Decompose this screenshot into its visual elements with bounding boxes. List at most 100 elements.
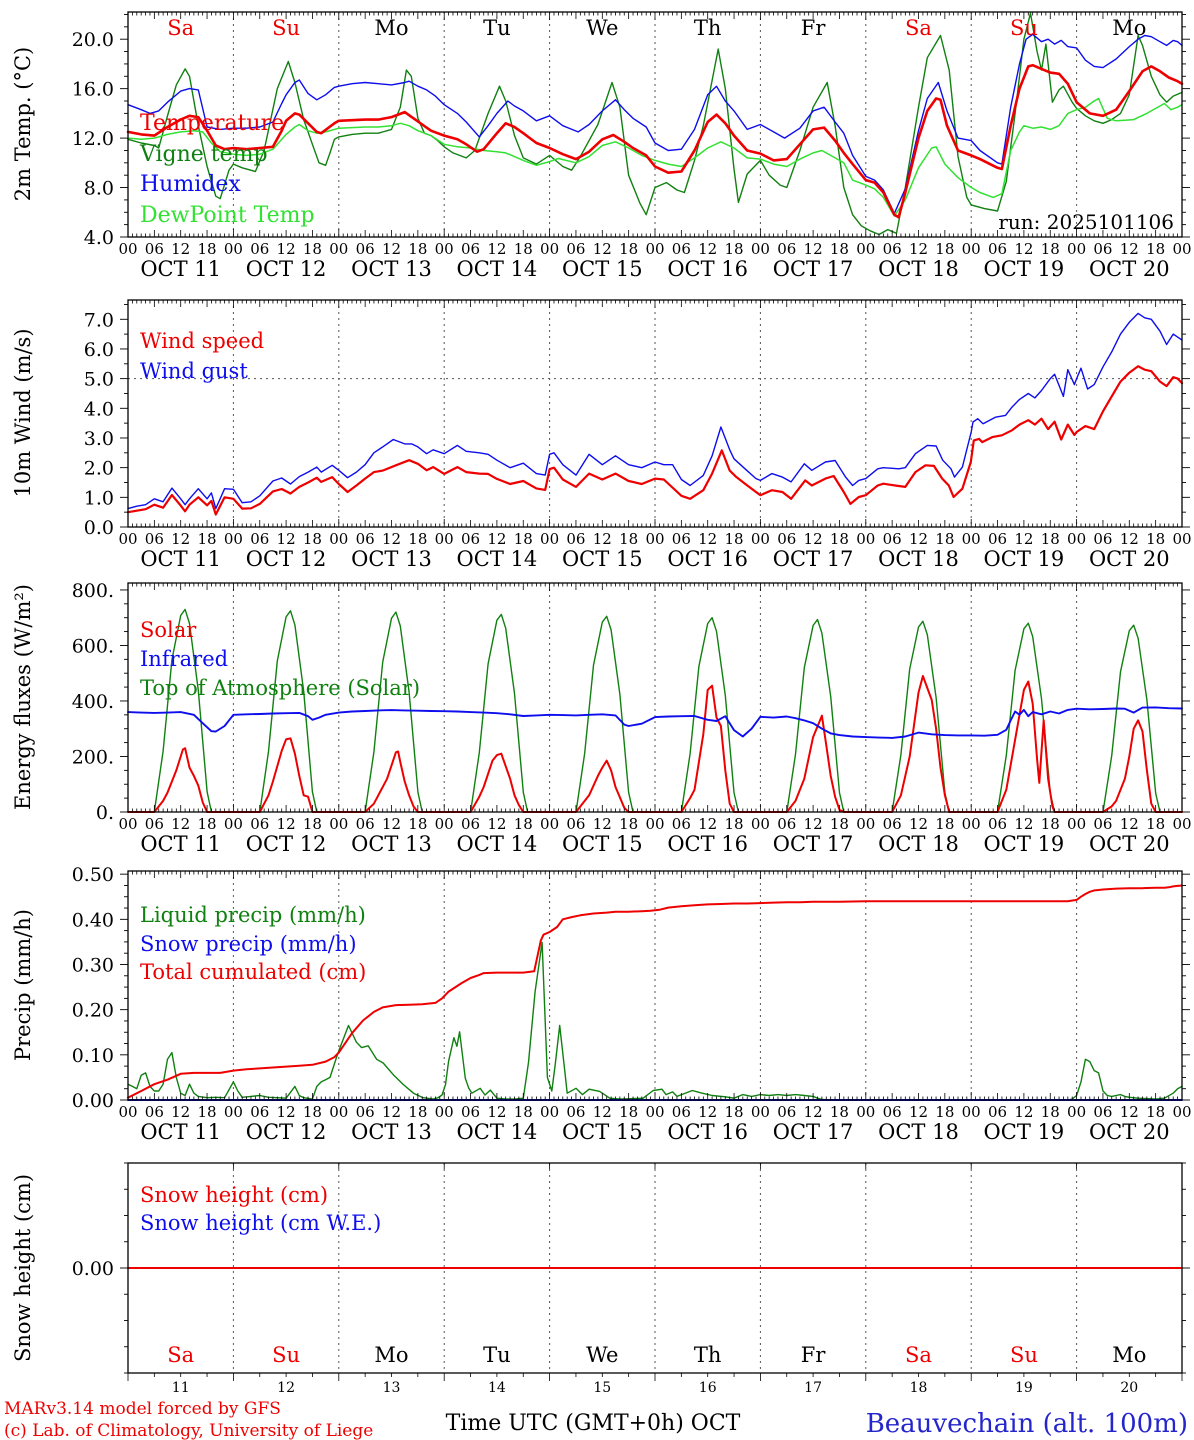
x-tick-label: 12 [593,1103,612,1121]
x-tick-label: 06 [1093,240,1112,258]
x-tick-label: 12 [487,530,506,548]
x-tick-label: 18 [935,530,954,548]
x-tick-label: 12 [277,530,296,548]
y-axis-title-temperature: 2m Temp. (°C) [11,47,35,201]
x-tick-label: 12 [804,530,823,548]
legend-humidex: Humidex [140,172,241,197]
x-tick-label: 00 [329,815,348,833]
x-tick-label: 06 [461,240,480,258]
x-tick-label: 06 [461,815,480,833]
x-tick-label: 12 [171,530,190,548]
x-tick-label: 06 [566,240,585,258]
y-axis-title-snow: Snow height (cm) [11,1174,35,1362]
date-label: OCT 13 [351,547,432,571]
x-tick-label: 06 [672,530,691,548]
x-tick-label: 12 [909,815,928,833]
series-temperature [126,63,1184,219]
x-tick-label: 18 [830,815,849,833]
x-tick-label: 00 [329,240,348,258]
x-tick-label: 12 [698,240,717,258]
day-number-label: 12 [277,1380,295,1396]
x-tick-label: 00 [645,1103,664,1121]
x-tick-label: 18 [725,1103,744,1121]
x-tick-label: 12 [277,1103,296,1121]
series-humidex [127,33,1183,215]
series-total-cumulated [127,884,1183,1099]
day-number-label: 20 [1120,1380,1138,1396]
y-tick-label: 12.0 [72,128,114,150]
legend-snow-height-we: Snow height (cm W.E.) [140,1211,381,1235]
day-number-label: 13 [383,1380,401,1396]
x-tick-label: 12 [1014,815,1033,833]
x-tick-label: 06 [883,815,902,833]
day-name-label: Tu [483,16,511,40]
x-tick-label: 18 [935,240,954,258]
x-tick-label: 00 [645,240,664,258]
y-tick-label: 0.00 [72,1258,114,1280]
legend-wind-speed: Wind speed [140,329,264,353]
legend-snow-height: Snow height (cm) [140,1183,328,1207]
date-label: OCT 12 [246,547,327,571]
series-dewpoint-temp [127,97,1183,217]
x-tick-label: 00 [751,815,770,833]
x-tick-label: 00 [645,815,664,833]
x-tick-label: 00 [1172,815,1191,833]
day-number-label: 19 [1015,1380,1033,1396]
x-tick-label: 00 [962,815,981,833]
legend-snow-precip: Snow precip (mm/h) [140,932,357,956]
date-label: OCT 14 [457,257,538,281]
y-tick-label: 800. [72,580,114,602]
x-tick-label: 06 [1093,1103,1112,1121]
date-label: OCT 12 [246,257,327,281]
x-tick-label: 06 [988,240,1007,258]
date-label: OCT 11 [140,547,221,571]
x-tick-label: 00 [435,1103,454,1121]
y-tick-label: 8.0 [84,178,114,200]
date-label: OCT 15 [562,547,643,571]
x-tick-label: 00 [856,1103,875,1121]
x-tick-label: 18 [619,530,638,548]
x-tick-label: 18 [1146,240,1165,258]
x-tick-label: 06 [988,530,1007,548]
day-name-label: Fr [801,1343,827,1367]
x-tick-label: 06 [988,815,1007,833]
x-tick-label: 18 [619,1103,638,1121]
x-tick-label: 00 [540,1103,559,1121]
day-name-label: Sa [905,16,932,40]
x-tick-label: 00 [1067,815,1086,833]
date-label: OCT 12 [246,1120,327,1144]
day-name-label: Mo [1112,1343,1146,1367]
x-tick-label: 12 [804,1103,823,1121]
footer-lab-credit: (c) Lab. of Climatology, University of L… [4,1421,373,1440]
x-tick-label: 18 [1146,530,1165,548]
day-number-label: 14 [488,1380,506,1396]
y-tick-label: 7.0 [84,309,114,331]
x-tick-label: 12 [487,240,506,258]
x-tick-label: 06 [356,815,375,833]
legend-solar: Solar [140,618,197,642]
day-name-label: Su [1010,1343,1038,1367]
x-tick-label: 00 [435,530,454,548]
series-wind-speed [126,365,1184,516]
x-tick-label: 18 [514,530,533,548]
x-tick-label: 18 [619,240,638,258]
x-tick-label: 12 [382,1103,401,1121]
date-label: OCT 13 [351,832,432,856]
date-label: OCT 17 [773,1120,854,1144]
date-label: OCT 14 [457,547,538,571]
legend-top-of-atmosphere: Top of Atmosphere (Solar) [140,676,420,700]
x-tick-label: 00 [856,240,875,258]
date-label: OCT 11 [140,1120,221,1144]
day-number-label: 18 [910,1380,928,1396]
x-tick-label: 18 [408,1103,427,1121]
day-name-label: We [586,16,618,40]
panel-snow: 0.00 11 12 13 14 15 16 17 18 19 20 Sa Su Mo Tu We Th Fr Sa… [72,1162,1190,1396]
x-tick-label: 00 [118,240,137,258]
x-tick-label: 00 [224,815,243,833]
legend-liquid-precip: Liquid precip (mm/h) [140,903,366,927]
y-tick-label: 20.0 [72,29,114,51]
x-tick-label: 18 [935,1103,954,1121]
x-tick-label: 00 [1172,1103,1191,1121]
x-tick-label: 12 [804,240,823,258]
date-label: OCT 19 [984,257,1065,281]
